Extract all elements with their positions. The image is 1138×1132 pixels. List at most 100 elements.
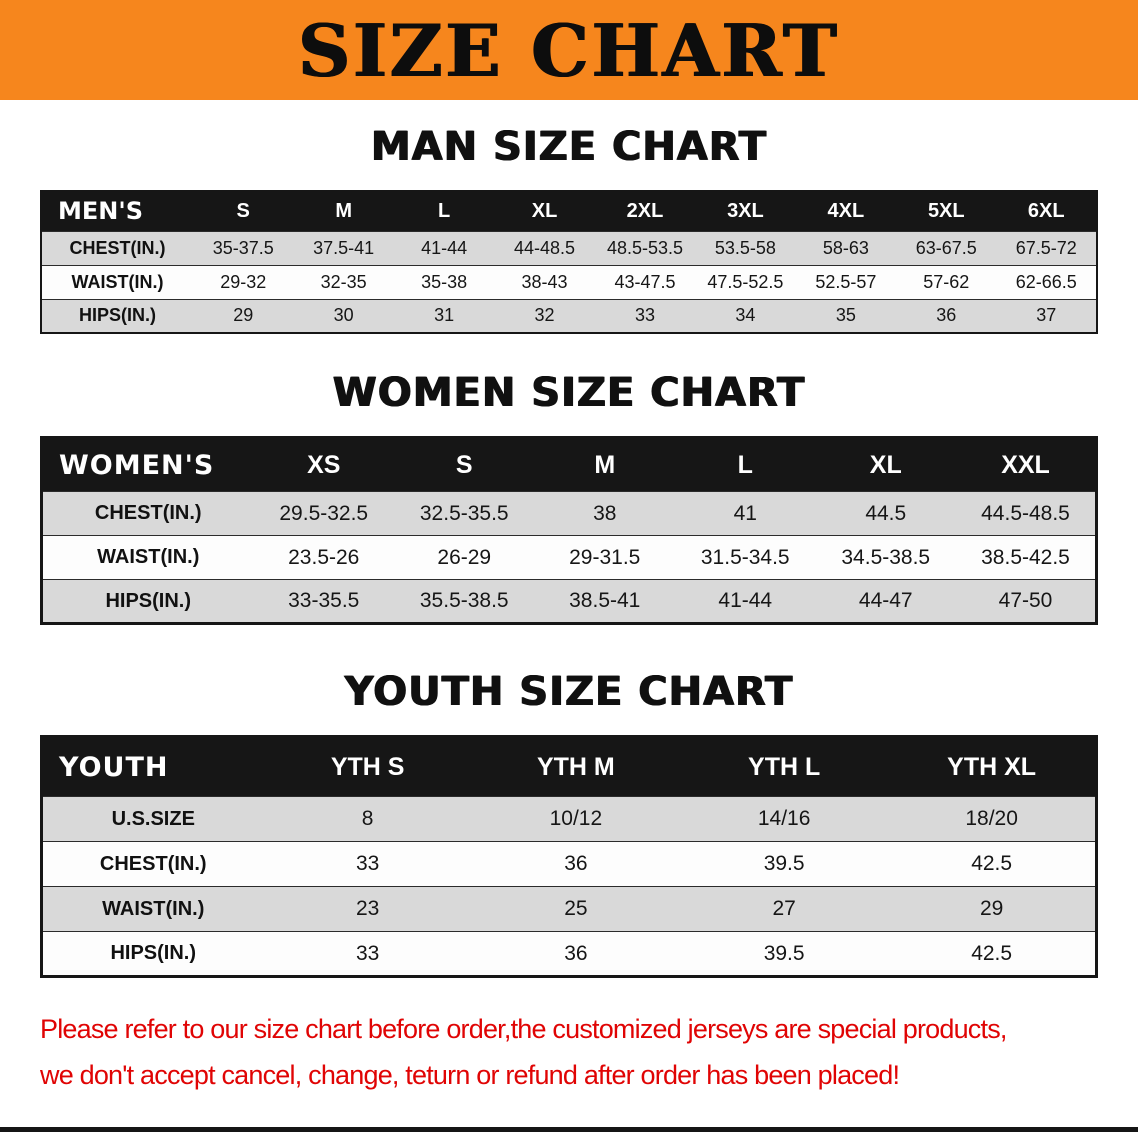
measurement-row: CHEST(IN.) 35-37.5 37.5-41 41-44 44-48.5 48.5… bbox=[41, 230, 1097, 266]
size-value-cell: 29-31.5 bbox=[534, 535, 675, 580]
size-value-cell: 10/12 bbox=[471, 796, 680, 842]
men-section-heading: MAN SIZE CHART bbox=[370, 124, 768, 170]
size-value-cell: 23.5-26 bbox=[253, 535, 394, 580]
measurement-row: CHEST(IN.) 29.5-32.5 32.5-35.5 38 41 44.5 44.5… bbox=[41, 491, 1097, 536]
disclaimer-line-2: we don't accept cancel, change, teturn o… bbox=[40, 1060, 900, 1090]
size-column-header: S bbox=[193, 190, 294, 232]
measurement-row-label: WAIST(IN.) bbox=[41, 264, 193, 300]
size-value-cell: 23 bbox=[263, 886, 472, 932]
size-value-cell: 48.5-53.5 bbox=[594, 230, 696, 266]
women-size-section: WOMEN SIZE CHART WOMEN'S XS S M L XL XXL CHEST(… bbox=[0, 370, 1138, 625]
size-value-cell: 35-37.5 bbox=[193, 230, 294, 266]
table-header-row: WOMEN'S XS S M L XL XXL bbox=[41, 437, 1097, 492]
women-section-heading: WOMEN SIZE CHART bbox=[332, 370, 806, 416]
size-value-cell: 14/16 bbox=[680, 796, 889, 842]
size-column-header: M bbox=[293, 190, 394, 232]
size-value-cell: 35.5-38.5 bbox=[394, 579, 535, 624]
size-value-cell: 41-44 bbox=[393, 230, 495, 266]
size-column-header: YTH M bbox=[471, 736, 680, 797]
size-value-cell: 62-66.5 bbox=[996, 264, 1097, 300]
page-title: SIZE CHART bbox=[298, 7, 840, 93]
size-value-cell: 8 bbox=[263, 796, 472, 842]
table-title-cell: YOUTH bbox=[41, 736, 264, 797]
youth-section-heading: YOUTH SIZE CHART bbox=[344, 669, 794, 715]
size-value-cell: 43-47.5 bbox=[594, 264, 696, 300]
disclaimer-line-1: Please refer to our size chart before or… bbox=[40, 1014, 1007, 1044]
table-title-cell: MEN'S bbox=[41, 190, 193, 232]
size-column-header: YTH L bbox=[680, 736, 889, 797]
measurement-row: WAIST(IN.) 29-32 32-35 35-38 38-43 43-47.5 47.… bbox=[41, 264, 1097, 300]
size-column-header: YTH XL bbox=[888, 736, 1097, 797]
youth-size-table: YOUTH YTH S YTH M YTH L YTH XL U.S.SIZE 8 10/12… bbox=[40, 735, 1098, 978]
size-value-cell: 44-47 bbox=[815, 579, 956, 624]
size-value-cell: 41 bbox=[675, 491, 816, 536]
measurement-row-label: CHEST(IN.) bbox=[41, 491, 254, 536]
measurement-row-label: HIPS(IN.) bbox=[41, 579, 254, 624]
size-value-cell: 39.5 bbox=[680, 841, 889, 887]
measurement-row-label: CHEST(IN.) bbox=[41, 841, 264, 887]
size-value-cell: 32-35 bbox=[293, 264, 394, 300]
size-value-cell: 29-32 bbox=[193, 264, 294, 300]
size-value-cell: 36 bbox=[896, 298, 997, 334]
measurement-row: WAIST(IN.) 23 25 27 29 bbox=[41, 886, 1097, 932]
size-value-cell: 53.5-58 bbox=[695, 230, 796, 266]
size-value-cell: 47.5-52.5 bbox=[695, 264, 796, 300]
size-value-cell: 18/20 bbox=[888, 796, 1097, 842]
size-column-header: XXL bbox=[956, 437, 1097, 492]
size-value-cell: 29 bbox=[193, 298, 294, 334]
size-value-cell: 42.5 bbox=[888, 931, 1097, 977]
size-column-header: XL bbox=[494, 190, 595, 232]
measurement-row-label: CHEST(IN.) bbox=[41, 230, 193, 266]
size-value-cell: 25 bbox=[471, 886, 680, 932]
size-value-cell: 32 bbox=[494, 298, 595, 334]
table-title-cell: WOMEN'S bbox=[41, 437, 254, 492]
size-column-header: M bbox=[534, 437, 675, 492]
banner: SIZE CHART bbox=[0, 0, 1138, 100]
size-column-header: XL bbox=[815, 437, 956, 492]
size-column-header: 2XL bbox=[594, 190, 696, 232]
measurement-row: U.S.SIZE 8 10/12 14/16 18/20 bbox=[41, 796, 1097, 842]
size-value-cell: 29 bbox=[888, 886, 1097, 932]
size-column-header: 4XL bbox=[795, 190, 897, 232]
size-value-cell: 39.5 bbox=[680, 931, 889, 977]
size-value-cell: 37.5-41 bbox=[293, 230, 394, 266]
size-value-cell: 38-43 bbox=[494, 264, 595, 300]
size-value-cell: 57-62 bbox=[896, 264, 997, 300]
women-size-table: WOMEN'S XS S M L XL XXL CHEST(IN.) 29.5-32.5 32.5… bbox=[40, 436, 1098, 625]
measurement-row-label: WAIST(IN.) bbox=[41, 535, 254, 580]
size-value-cell: 36 bbox=[471, 931, 680, 977]
size-value-cell: 34.5-38.5 bbox=[815, 535, 956, 580]
size-value-cell: 29.5-32.5 bbox=[253, 491, 394, 536]
youth-size-section: YOUTH SIZE CHART YOUTH YTH S YTH M YTH L YTH… bbox=[0, 669, 1138, 978]
size-value-cell: 52.5-57 bbox=[795, 264, 897, 300]
size-value-cell: 44.5 bbox=[815, 491, 956, 536]
size-value-cell: 30 bbox=[293, 298, 394, 334]
size-column-header: L bbox=[393, 190, 495, 232]
measurement-row: HIPS(IN.) 33 36 39.5 42.5 bbox=[41, 931, 1097, 977]
size-value-cell: 31.5-34.5 bbox=[675, 535, 816, 580]
bottom-border-rule bbox=[0, 1127, 1138, 1132]
size-value-cell: 58-63 bbox=[795, 230, 897, 266]
size-column-header: XS bbox=[253, 437, 394, 492]
size-column-header: 3XL bbox=[695, 190, 796, 232]
size-value-cell: 37 bbox=[996, 298, 1097, 334]
size-value-cell: 38.5-41 bbox=[534, 579, 675, 624]
measurement-row: HIPS(IN.) 29 30 31 32 33 34 35 36 37 bbox=[41, 298, 1097, 334]
size-value-cell: 27 bbox=[680, 886, 889, 932]
measurement-row: CHEST(IN.) 33 36 39.5 42.5 bbox=[41, 841, 1097, 887]
size-value-cell: 41-44 bbox=[675, 579, 816, 624]
men-size-table: MEN'S S M L XL 2XL 3XL 4XL 5XL 6XL CHEST(IN.) 35-37… bbox=[40, 190, 1098, 334]
size-value-cell: 33 bbox=[594, 298, 696, 334]
size-value-cell: 32.5-35.5 bbox=[394, 491, 535, 536]
measurement-row-label: WAIST(IN.) bbox=[41, 886, 264, 932]
size-value-cell: 63-67.5 bbox=[896, 230, 997, 266]
men-size-section: MAN SIZE CHART MEN'S S M L XL 2XL 3XL 4XL 5XL 6XL… bbox=[0, 124, 1138, 334]
size-value-cell: 35 bbox=[795, 298, 897, 334]
size-column-header: 6XL bbox=[996, 190, 1097, 232]
size-value-cell: 38 bbox=[534, 491, 675, 536]
size-value-cell: 33 bbox=[263, 841, 472, 887]
table-header-row: YOUTH YTH S YTH M YTH L YTH XL bbox=[41, 736, 1097, 797]
size-value-cell: 33-35.5 bbox=[253, 579, 394, 624]
measurement-row-label: U.S.SIZE bbox=[41, 796, 264, 842]
